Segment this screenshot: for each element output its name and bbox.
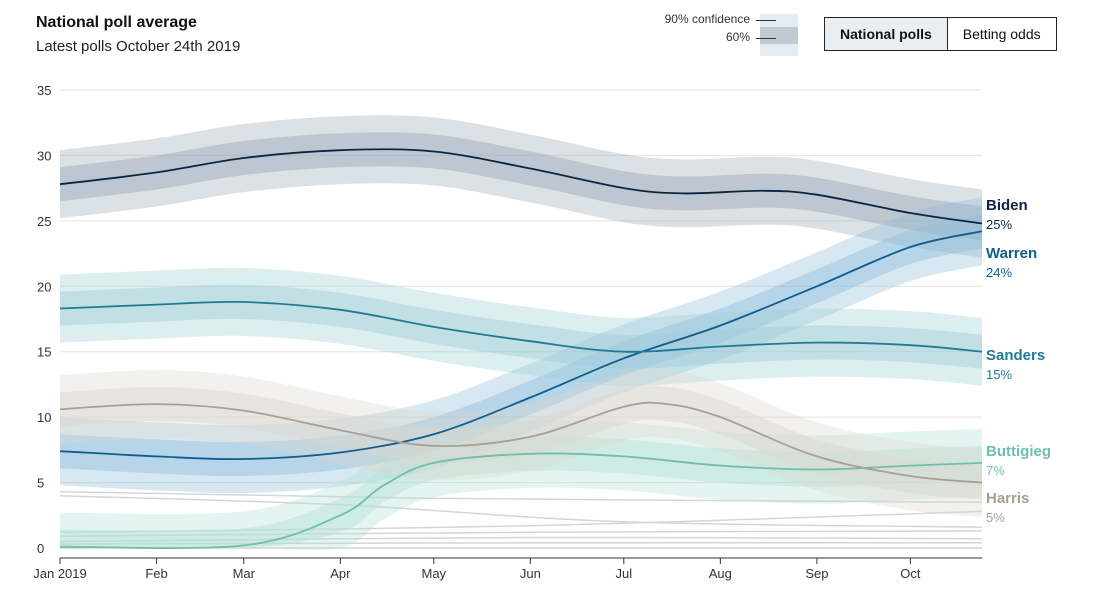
- line-buttigieg: [59, 452, 983, 549]
- confidence-band-harris: [60, 385, 982, 500]
- confidence-band-biden: [60, 132, 982, 241]
- x-tick-label: Oct: [900, 566, 921, 581]
- line-harris: [59, 401, 983, 484]
- y-tick-label: 30: [37, 148, 51, 163]
- chart-subtitle: Latest polls October 24th 2019: [36, 38, 241, 55]
- end-value-sanders: 15%: [986, 367, 1012, 382]
- x-tick-label: May: [422, 566, 447, 581]
- chart-title: National poll average: [36, 14, 197, 31]
- confidence-60-label: 60%: [725, 30, 750, 44]
- end-label-warren: Warren: [986, 245, 1037, 262]
- x-tick-label: Jun: [520, 566, 541, 581]
- end-value-warren: 24%: [986, 265, 1012, 280]
- confidence-band-harris: [60, 368, 982, 517]
- other-candidate-line: [59, 541, 983, 545]
- other-candidate-line: [59, 494, 983, 528]
- confidence-band-sanders: [60, 267, 982, 386]
- y-tick-label: 5: [37, 476, 44, 491]
- end-label-sanders: Sanders: [986, 347, 1045, 364]
- y-tick-label: 15: [37, 345, 51, 360]
- y-tick-label: 0: [37, 541, 44, 556]
- axes: 0 5 10 15 20 25 30 35 Jan 2019 Feb Mar Apr May Jun Jul…: [33, 83, 982, 581]
- confidence-band-warren: [60, 214, 982, 477]
- y-tick-label: 20: [37, 279, 51, 294]
- line-biden: [59, 148, 983, 225]
- series-lines: [59, 148, 983, 549]
- end-label-buttigieg: Buttigieg: [986, 443, 1051, 460]
- end-labels: Biden 25% Warren 24% Sanders 15% Buttigieg 7% Ha…: [986, 197, 1051, 525]
- confidence-band-biden: [60, 115, 982, 258]
- x-tick-label: Mar: [233, 566, 256, 581]
- confidence-band-sanders: [60, 284, 982, 369]
- legend-tick-60: [756, 38, 776, 39]
- data-source-toggle: National polls Betting odds: [824, 17, 1057, 51]
- confidence-bands: [60, 115, 982, 551]
- end-value-biden: 25%: [986, 217, 1012, 232]
- national-polls-button[interactable]: National polls: [825, 18, 948, 50]
- line-warren: [59, 230, 983, 461]
- other-candidate-line: [59, 490, 983, 503]
- legend-tick-90: [756, 20, 776, 21]
- confidence-band-warren: [60, 197, 982, 494]
- other-candidate-line: [59, 510, 983, 534]
- other-candidates: [59, 490, 983, 545]
- y-tick-label: 25: [37, 214, 51, 229]
- x-tick-label: Jan 2019: [33, 566, 87, 581]
- x-tick-label: Apr: [330, 566, 351, 581]
- other-candidate-line: [59, 536, 983, 543]
- confidence-90-label: 90% confidence: [664, 12, 750, 26]
- end-value-harris: 5%: [986, 510, 1005, 525]
- betting-odds-button[interactable]: Betting odds: [947, 18, 1056, 50]
- end-label-harris: Harris: [986, 490, 1029, 507]
- confidence-band-buttigieg: [60, 419, 982, 551]
- line-sanders: [59, 300, 983, 353]
- x-tick-label: Jul: [615, 566, 632, 581]
- confidence-band-buttigieg: [60, 436, 982, 550]
- x-tick-label: Feb: [145, 566, 167, 581]
- confidence-60-swatch: [760, 27, 798, 44]
- end-label-biden: Biden: [986, 197, 1028, 214]
- y-tick-label: 10: [37, 410, 51, 425]
- confidence-legend: 90% confidence 60%: [640, 10, 805, 58]
- y-tick-label: 35: [37, 83, 51, 98]
- x-tick-label: Sep: [805, 566, 828, 581]
- x-tick-label: Aug: [709, 566, 732, 581]
- other-candidate-line: [59, 530, 983, 537]
- end-value-buttigieg: 7%: [986, 463, 1005, 478]
